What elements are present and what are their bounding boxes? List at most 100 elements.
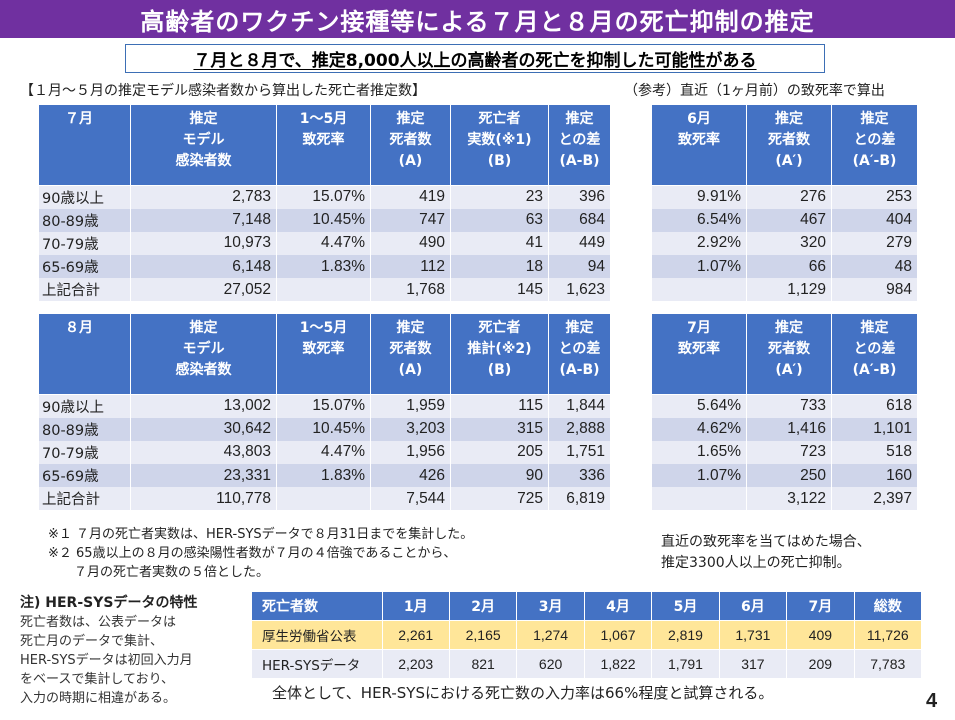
table-header: 推定 モデル 感染者数	[130, 104, 277, 186]
table-cell: 1,416	[746, 417, 832, 441]
table-header: 1月	[382, 592, 450, 620]
table-cell: 上記合計	[38, 278, 131, 302]
table-row: 80-89歳 7,148 10.45% 747 63 684	[38, 208, 611, 232]
table-cell: 2,397	[831, 487, 918, 511]
table-header: 1～5月 致死率	[276, 104, 371, 186]
side-note-line: 死亡月のデータで集計、	[20, 634, 164, 649]
table-header: 死亡者数	[252, 592, 383, 620]
table-header: 3月	[516, 592, 585, 620]
table-row: 90歳以上 13,002 15.07% 1,959 115 1,844	[38, 394, 611, 418]
table-cell: 115	[450, 394, 549, 418]
table-cell	[651, 278, 747, 302]
table-cell: 205	[450, 440, 549, 465]
table-header: 死亡者 実数(※1) (B)	[450, 104, 549, 186]
table-cell	[651, 487, 747, 511]
table-cell	[276, 278, 371, 302]
table-cell: 733	[746, 394, 832, 418]
footnote: ※２ 65歳以上の８月の感染陽性者数が７月の４倍強であることから、	[48, 546, 457, 561]
table-cell: 518	[831, 440, 918, 465]
july-table: ７月 推定 モデル 感染者数 1～5月 致死率 推定 死者数 (A) 死亡者 実…	[38, 104, 611, 302]
table-cell: 23,331	[130, 464, 277, 488]
table-header: 推定 死者数 (A′)	[746, 313, 832, 395]
table-cell: 2,888	[548, 417, 611, 441]
table-cell: 1.07%	[651, 255, 747, 279]
table-cell: 90歳以上	[38, 394, 131, 418]
left-section-label: 【１月～５月の推定モデル感染者数から算出した死亡者推定数】	[20, 83, 426, 99]
table-row: 65-69歳 23,331 1.83% 426 90 336	[38, 464, 611, 488]
table-cell: 10.45%	[276, 417, 371, 441]
death-count-table: 死亡者数 1月 2月 3月 4月 5月 6月 7月 総数 厚生労働省公表 2,2…	[252, 592, 923, 678]
table-cell: 1,844	[548, 394, 611, 418]
side-note-line: HER-SYSデータは初回入力月	[20, 653, 193, 668]
table-header: ７月	[38, 104, 131, 186]
table-header: 推定 との差 (A-B)	[548, 313, 611, 395]
table-header: 総数	[854, 592, 923, 620]
table-cell: 1,731	[719, 619, 788, 649]
table-cell: 1.83%	[276, 255, 371, 279]
table-cell: 1.83%	[276, 464, 371, 488]
table-cell: 15.07%	[276, 394, 371, 418]
table-cell: 63	[450, 208, 549, 232]
table-cell: 2,783	[130, 185, 277, 209]
table-cell: 6,819	[548, 487, 611, 511]
table-header: 推定 モデル 感染者数	[130, 313, 277, 395]
reference-note: 直近の致死率を当てはめた場合、 推定3300人以上の死亡抑制。	[661, 532, 871, 574]
table-cell: 80-89歳	[38, 208, 131, 232]
table-cell	[276, 487, 371, 511]
table-row: HER-SYSデータ 2,203 821 620 1,822 1,791 317…	[252, 648, 923, 678]
right-section-label: （参考）直近（1ヶ月前）の致死率で算出	[624, 83, 885, 99]
table-cell: 13,002	[130, 394, 277, 418]
conclusion-text: 全体として、HER-SYSにおける死亡数の入力率は66%程度と試算される。	[272, 684, 774, 702]
table-row-total: 上記合計 27,052 1,768 145 1,623	[38, 278, 611, 302]
table-cell: 41	[450, 231, 549, 256]
table-row-total: 上記合計 110,778 7,544 725 6,819	[38, 487, 611, 511]
table-cell: 276	[746, 185, 832, 209]
table-cell: HER-SYSデータ	[252, 648, 383, 678]
table-header: 6月 致死率	[651, 104, 747, 186]
table-cell: 23	[450, 185, 549, 209]
table-cell: 2,819	[651, 619, 720, 649]
table-cell: 6.54%	[651, 208, 747, 232]
table-cell: 723	[746, 440, 832, 465]
table-row: 2.92% 320 279	[651, 231, 918, 256]
table-cell: 1,623	[548, 278, 611, 302]
table-row: 1.65% 723 518	[651, 440, 918, 465]
table-cell: 467	[746, 208, 832, 232]
table-cell: 145	[450, 278, 549, 302]
table-cell: 426	[370, 464, 451, 488]
table-cell: 3,203	[370, 417, 451, 441]
table-cell: 30,642	[130, 417, 277, 441]
table-row: 4.62% 1,416 1,101	[651, 417, 918, 441]
table-cell: 4.47%	[276, 440, 371, 465]
table-cell: 1,956	[370, 440, 451, 465]
table-cell: 490	[370, 231, 451, 256]
august-table: ８月 推定 モデル 感染者数 1～5月 致死率 推定 死者数 (A) 死亡者 推…	[38, 313, 611, 511]
table-header: 推定 死者数 (A)	[370, 313, 451, 395]
table-cell: 160	[831, 464, 918, 488]
table-cell: 10,973	[130, 231, 277, 256]
page-number: 4	[926, 690, 938, 712]
subtitle-box: ７月と８月で、推定8,000人以上の高齢者の死亡を抑制した可能性がある	[125, 44, 825, 73]
table-cell: 419	[370, 185, 451, 209]
table-cell: 747	[370, 208, 451, 232]
table-row: 70-79歳 10,973 4.47% 490 41 449	[38, 231, 611, 256]
table-row: 1.07% 250 160	[651, 464, 918, 488]
side-note-line: 死亡者数は、公表データは	[20, 615, 177, 630]
table-cell: 1,067	[584, 619, 653, 649]
table-cell: 9.91%	[651, 185, 747, 209]
table-cell: 1,101	[831, 417, 918, 441]
table-cell: 70-79歳	[38, 440, 131, 465]
table-cell: 1,791	[651, 648, 720, 678]
table-cell: 315	[450, 417, 549, 441]
table-header: 推定 との差 (A′-B)	[831, 313, 918, 395]
table-header: 推定 との差 (A′-B)	[831, 104, 918, 186]
table-cell: 1.07%	[651, 464, 747, 488]
table-header: 推定 死者数 (A)	[370, 104, 451, 186]
table-cell: 15.07%	[276, 185, 371, 209]
table-cell: 18	[450, 255, 549, 279]
table-cell: 65-69歳	[38, 464, 131, 488]
table-cell: 厚生労働省公表	[252, 619, 383, 649]
table-cell: 253	[831, 185, 918, 209]
table-cell: 320	[746, 231, 832, 256]
table-cell: 250	[746, 464, 832, 488]
